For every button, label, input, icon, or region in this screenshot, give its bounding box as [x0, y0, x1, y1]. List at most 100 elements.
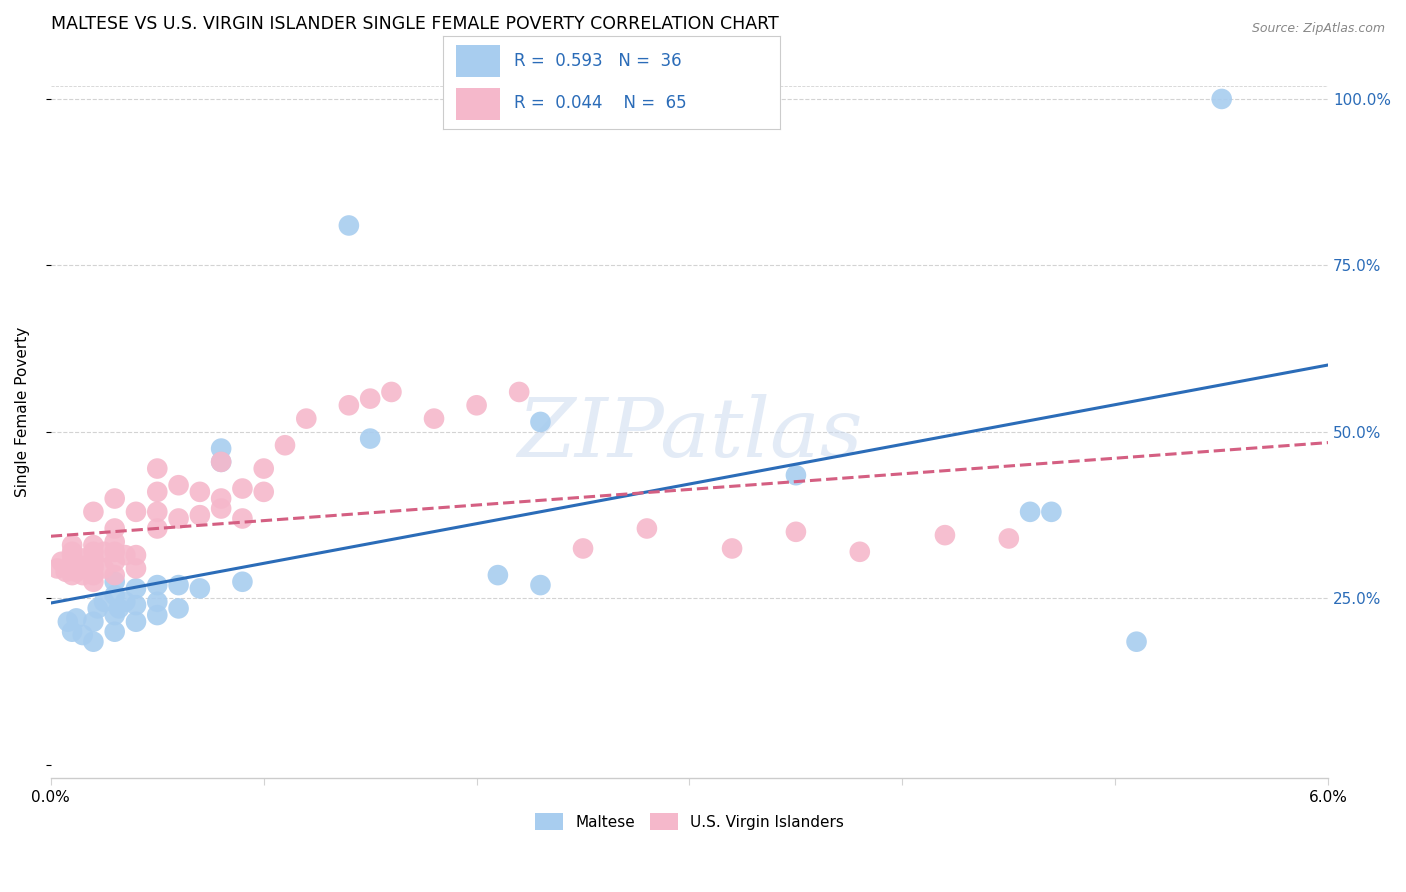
Point: [529, 578, 551, 592]
Point: [508, 384, 530, 399]
Point: [60, 558, 83, 573]
Point: [146, 505, 169, 519]
Point: [209, 455, 232, 469]
Point: [60, 545, 83, 559]
Point: [60, 548, 83, 562]
Point: [60, 624, 83, 639]
Point: [82, 568, 104, 582]
Point: [65, 565, 87, 579]
Point: [125, 548, 148, 562]
Point: [104, 568, 127, 582]
Point: [188, 508, 211, 523]
Point: [60, 561, 83, 575]
Point: [167, 578, 190, 592]
Point: [104, 574, 127, 589]
Point: [636, 521, 658, 535]
Point: [51, 555, 73, 569]
Point: [423, 411, 446, 425]
Point: [146, 608, 169, 623]
Point: [146, 578, 169, 592]
Point: [146, 461, 169, 475]
Point: [82, 558, 104, 573]
Point: [72, 628, 94, 642]
Point: [93, 595, 115, 609]
Point: [529, 415, 551, 429]
Point: [125, 598, 148, 612]
Point: [167, 478, 190, 492]
Point: [125, 561, 148, 575]
Point: [60, 568, 83, 582]
Point: [82, 505, 104, 519]
Point: [1125, 634, 1147, 648]
Point: [67, 558, 90, 573]
Point: [231, 511, 253, 525]
Point: [104, 545, 127, 559]
Point: [785, 524, 807, 539]
Point: [114, 595, 136, 609]
Point: [104, 555, 127, 569]
Point: [82, 551, 104, 566]
Point: [104, 608, 127, 623]
Point: [1019, 505, 1042, 519]
Point: [125, 505, 148, 519]
Text: ZIPatlas: ZIPatlas: [517, 394, 862, 474]
Point: [72, 568, 94, 582]
Point: [82, 615, 104, 629]
Point: [231, 574, 253, 589]
Point: [337, 219, 360, 233]
Point: [108, 601, 131, 615]
Point: [104, 521, 127, 535]
Point: [125, 615, 148, 629]
Text: R =  0.593   N =  36: R = 0.593 N = 36: [513, 52, 682, 70]
Point: [359, 392, 381, 406]
Point: [209, 501, 232, 516]
Point: [337, 398, 360, 412]
Point: [359, 432, 381, 446]
Point: [209, 455, 232, 469]
Point: [56, 615, 79, 629]
Point: [60, 538, 83, 552]
Point: [104, 588, 127, 602]
Point: [104, 491, 127, 506]
Point: [46, 561, 69, 575]
Point: [114, 548, 136, 562]
Point: [295, 411, 318, 425]
Point: [72, 561, 94, 575]
Point: [1211, 92, 1233, 106]
Legend: Maltese, U.S. Virgin Islanders: Maltese, U.S. Virgin Islanders: [529, 806, 849, 837]
Point: [125, 582, 148, 596]
Point: [82, 561, 104, 575]
Point: [231, 482, 253, 496]
Point: [209, 442, 232, 456]
Point: [721, 541, 744, 556]
Text: R =  0.044    N =  65: R = 0.044 N = 65: [513, 95, 686, 112]
Point: [785, 468, 807, 483]
Point: [82, 545, 104, 559]
Bar: [457, 88, 501, 120]
Point: [274, 438, 297, 452]
Point: [82, 634, 104, 648]
Point: [104, 534, 127, 549]
Y-axis label: Single Female Poverty: Single Female Poverty: [15, 326, 30, 497]
Point: [82, 574, 104, 589]
Point: [146, 484, 169, 499]
Text: Source: ZipAtlas.com: Source: ZipAtlas.com: [1251, 22, 1385, 36]
Point: [1040, 505, 1063, 519]
Point: [572, 541, 595, 556]
Point: [93, 561, 115, 575]
Point: [465, 398, 488, 412]
Point: [188, 582, 211, 596]
Bar: [457, 45, 501, 77]
Point: [93, 545, 115, 559]
Point: [998, 532, 1021, 546]
Point: [380, 384, 402, 399]
Point: [167, 511, 190, 525]
Point: [167, 601, 190, 615]
Point: [934, 528, 956, 542]
Point: [486, 568, 509, 582]
Point: [188, 484, 211, 499]
Point: [65, 611, 87, 625]
Point: [72, 551, 94, 566]
Point: [146, 595, 169, 609]
Point: [60, 555, 83, 569]
